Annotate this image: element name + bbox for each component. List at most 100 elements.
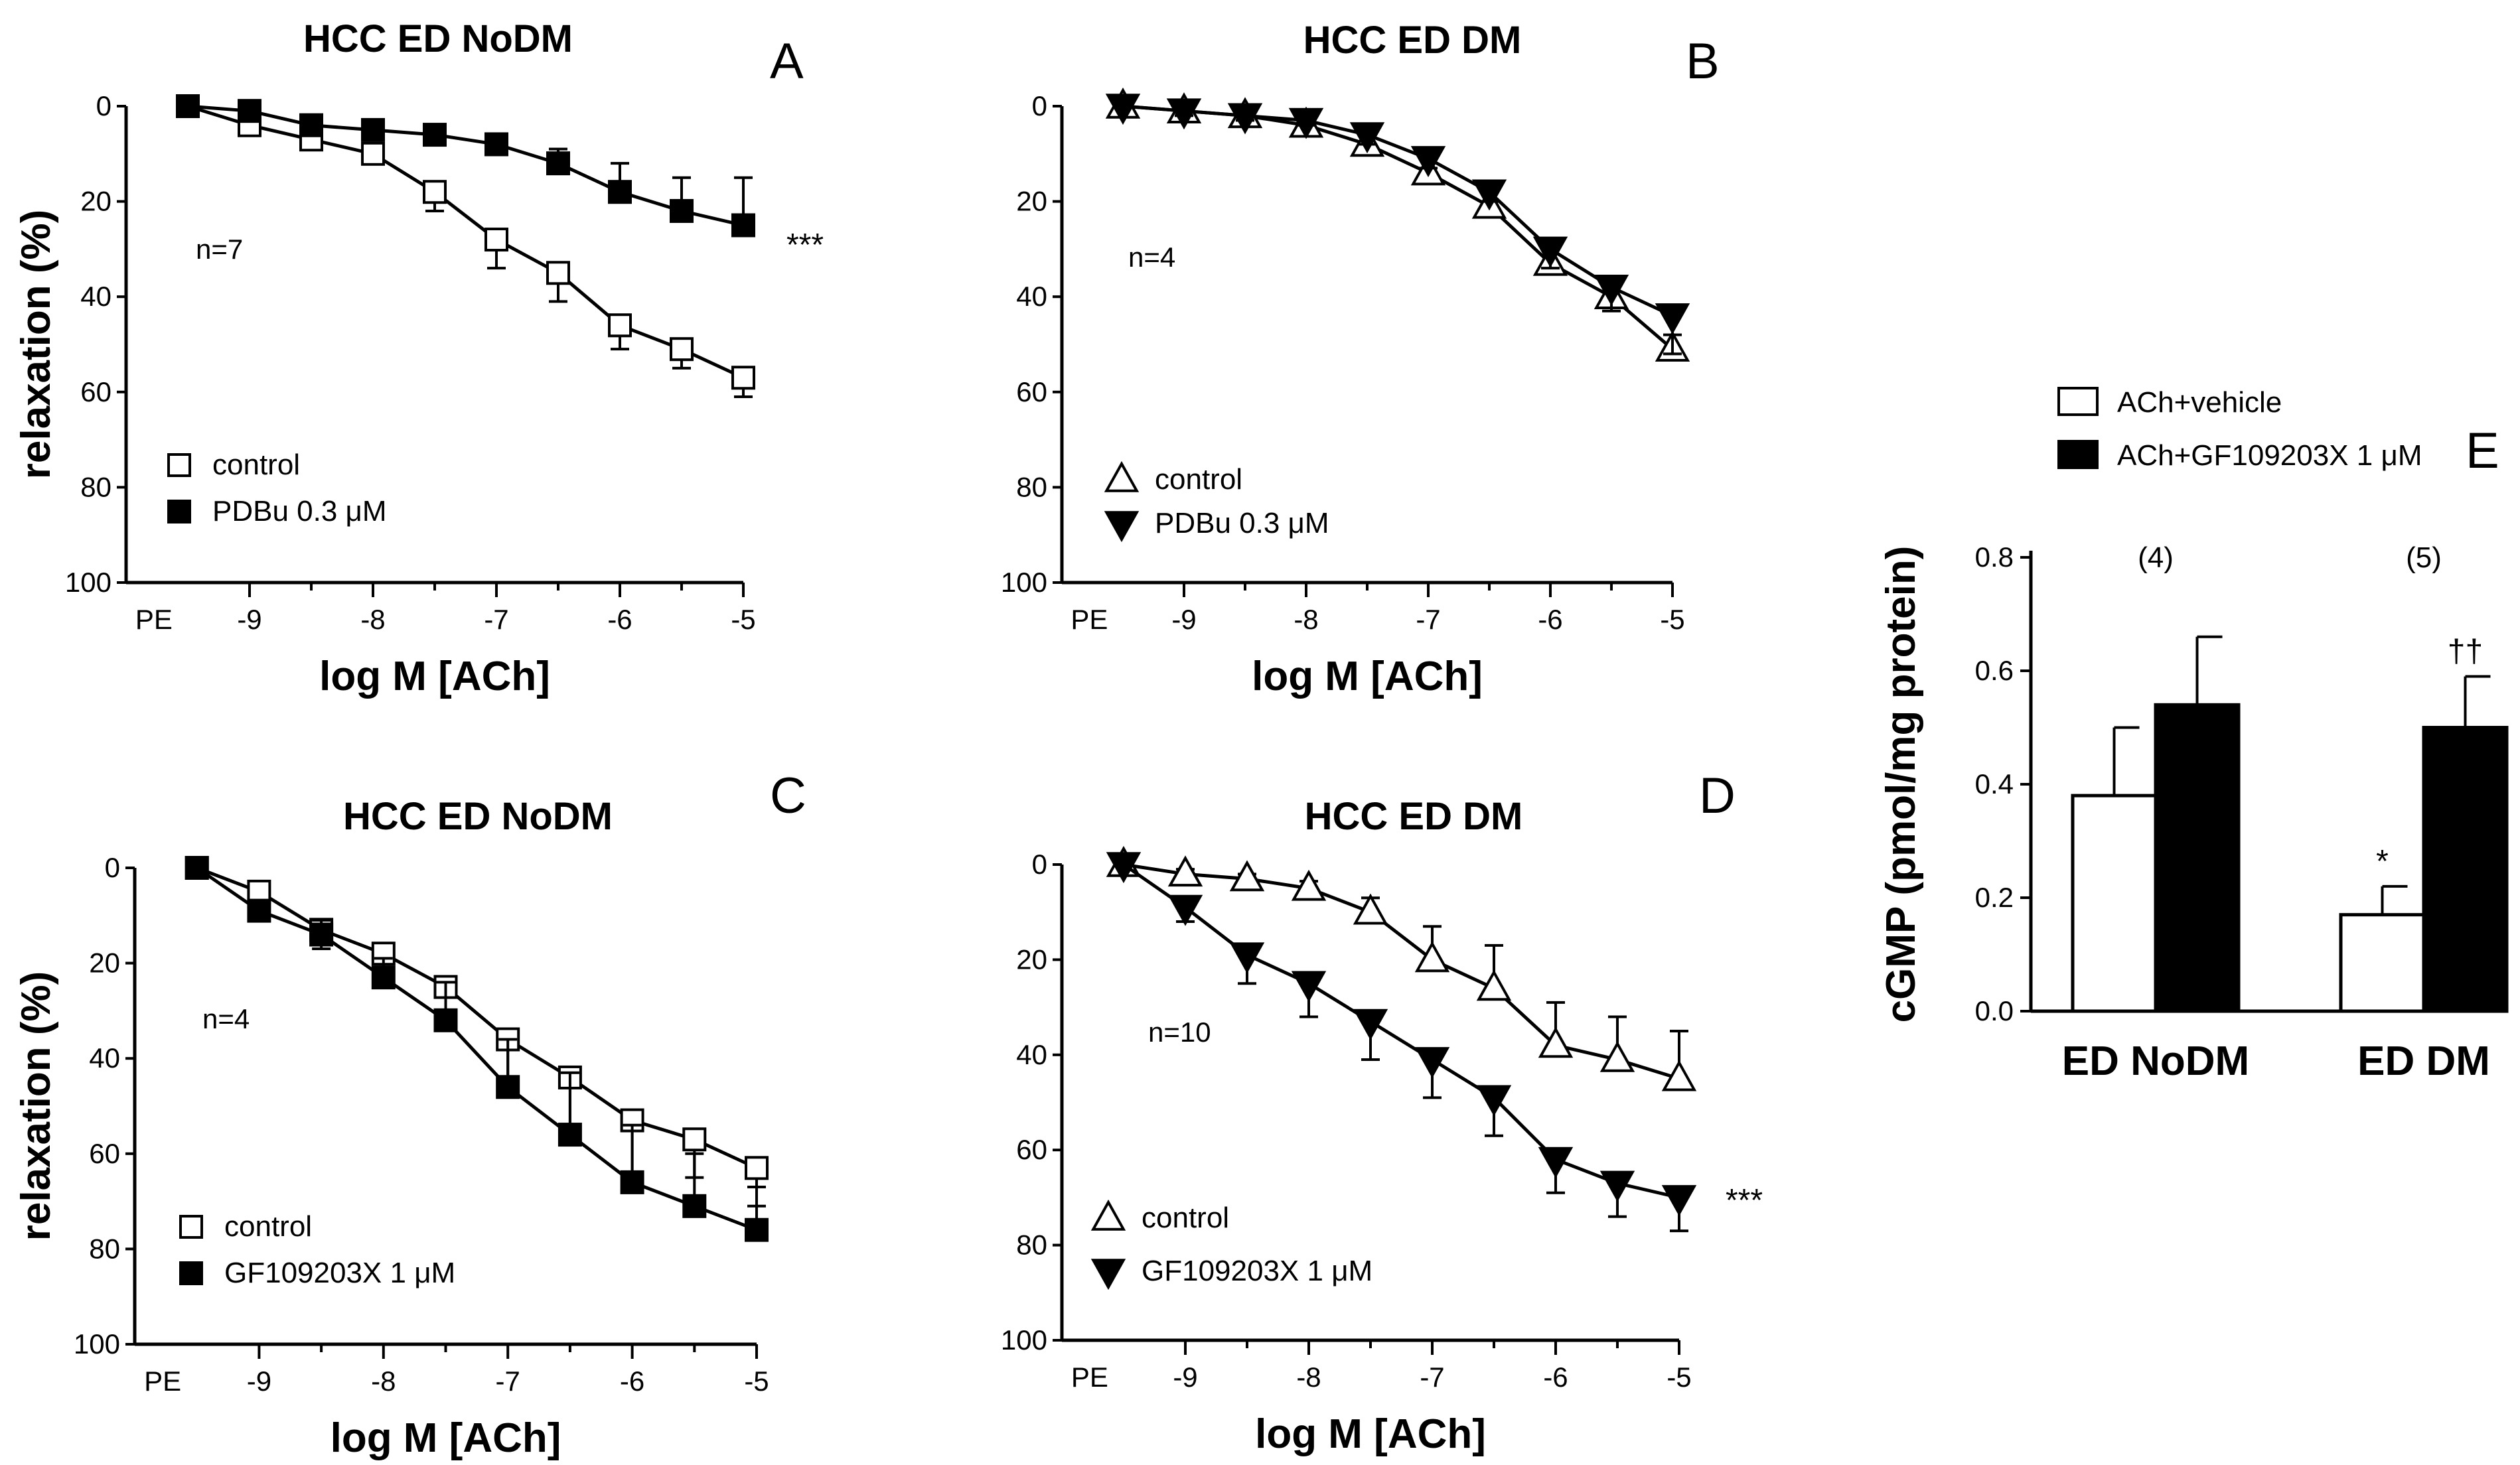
legend-marker: [179, 1215, 203, 1239]
legend-marker: [167, 500, 191, 523]
data-point: [1167, 855, 1203, 887]
x-tick-label: -7: [484, 604, 508, 635]
legend-label: control: [1155, 463, 1242, 496]
data-point: [309, 922, 334, 947]
legend-label: ACh+GF109203X 1 μM: [2117, 439, 2422, 472]
data-point: [1410, 146, 1446, 178]
data-point: [1414, 1047, 1450, 1079]
series-line: [1122, 104, 1674, 351]
bar: [2422, 726, 2509, 1013]
series-treatment: [1106, 852, 1697, 1233]
significance-mark: ***: [1726, 1183, 1763, 1218]
legend-marker: [1104, 511, 1140, 543]
data-point: [1599, 1040, 1635, 1072]
y-axis-label: relaxation (%): [13, 971, 59, 1241]
y-tick-label: 80: [89, 1233, 120, 1264]
data-point: [247, 898, 271, 923]
panel-title: HCC ED DM: [1303, 19, 1522, 62]
data-point: [1291, 869, 1327, 901]
data-point: [1594, 275, 1629, 306]
x-tick-label: PE: [1071, 604, 1108, 635]
data-point: [731, 213, 755, 238]
category-label: ED DM: [2357, 1038, 2490, 1084]
panel-letter: B: [1686, 33, 1720, 90]
data-point: [423, 123, 447, 147]
legend-label: GF109203X 1 μM: [224, 1257, 455, 1289]
data-point: [608, 313, 632, 338]
data-point: [1166, 98, 1202, 130]
data-point: [546, 261, 570, 285]
legend-marker: [1090, 1259, 1126, 1291]
x-tick-label: -9: [1173, 1361, 1197, 1393]
y-tick-label: 40: [80, 281, 111, 312]
legend-label: control: [212, 449, 300, 481]
panel-D: HCC ED DM D 0 20 40 60 80 100 PE -9 -8 -7 -6 -5 log M …: [1001, 768, 1763, 1457]
legend-label: ACh+vehicle: [2117, 386, 2282, 419]
y-tick-label: 80: [80, 471, 111, 502]
y-tick-label: 0: [1032, 90, 1047, 121]
x-tick-label: -6: [1543, 1361, 1568, 1393]
x-axis-label: log M [ACh]: [1255, 1411, 1486, 1457]
x-tick-label: -9: [237, 604, 261, 635]
y-tick-label: 0.4: [1975, 768, 2014, 800]
series-line: [1122, 863, 1680, 1200]
y-tick-label: 60: [89, 1138, 120, 1169]
legend-marker: [1104, 460, 1140, 492]
data-point: [546, 151, 570, 176]
panel-letter: D: [1699, 768, 1736, 824]
n-label: n=7: [196, 234, 243, 265]
panel-A: HCC ED NoDM A 0 20 40 60 80 100 PE -9 -8 -7 -6 -5 log …: [13, 17, 824, 699]
data-point: [1476, 969, 1512, 1001]
y-tick-label: 20: [1016, 186, 1047, 217]
panel-letter: E: [2466, 423, 2499, 479]
n-label: n=10: [1148, 1016, 1211, 1048]
panel-title: HCC ED DM: [1305, 795, 1523, 838]
x-tick-label: PE: [135, 604, 173, 635]
x-tick-label: -6: [1538, 604, 1562, 635]
panel-letter: A: [770, 33, 804, 90]
y-tick-label: 0: [96, 90, 111, 121]
data-point: [1353, 893, 1388, 925]
data-point: [557, 1123, 582, 1147]
data-point: [484, 132, 508, 157]
data-point: [1291, 971, 1327, 1003]
group-n-label: (4): [2138, 541, 2174, 574]
x-axis-label: log M [ACh]: [1252, 654, 1483, 699]
data-point: [1353, 1009, 1388, 1040]
y-tick-label: 20: [89, 947, 120, 979]
data-point: [1288, 107, 1324, 139]
bar-significance-mark: *: [2376, 844, 2389, 879]
legend-marker: [179, 1261, 203, 1285]
y-tick-label: 0.8: [1975, 541, 2014, 573]
y-tick-label: 60: [1016, 376, 1047, 407]
data-point: [371, 965, 396, 990]
data-point: [433, 1008, 458, 1032]
y-tick-label: 80: [1016, 471, 1047, 502]
data-point: [682, 1127, 707, 1152]
data-point: [185, 856, 209, 880]
x-tick-label: -8: [371, 1365, 396, 1397]
n-label: n=4: [202, 1003, 250, 1034]
bar-significance-mark: ††: [2448, 634, 2483, 669]
data-point: [299, 113, 323, 137]
y-tick-label: 40: [1016, 1039, 1047, 1070]
data-point: [484, 228, 508, 252]
bar: [2154, 703, 2241, 1013]
legend-label: PDBu 0.3 μM: [1155, 507, 1329, 539]
data-point: [1229, 860, 1265, 892]
data-point: [1167, 894, 1203, 926]
n-label: n=4: [1128, 242, 1175, 273]
y-tick-label: 80: [1016, 1229, 1047, 1261]
y-tick-label: 100: [65, 567, 111, 598]
series-line: [196, 866, 758, 1170]
panel-title: HCC ED NoDM: [343, 795, 613, 838]
x-tick-label: -6: [607, 604, 632, 635]
x-tick-label: -8: [360, 604, 385, 635]
series-control: [1105, 87, 1690, 362]
y-axis-label: relaxation (%): [13, 210, 59, 480]
x-tick-label: PE: [144, 1365, 181, 1397]
data-point: [731, 366, 755, 390]
data-point: [423, 180, 447, 204]
data-point: [1229, 942, 1265, 974]
data-point: [361, 141, 385, 166]
